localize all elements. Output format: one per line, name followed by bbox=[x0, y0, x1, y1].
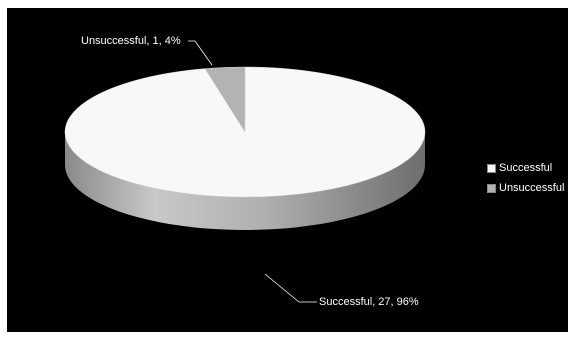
pie-slice-unsuccessful bbox=[204, 66, 246, 133]
legend-item-successful: Successful bbox=[487, 158, 564, 178]
legend: Successful Unsuccessful bbox=[487, 158, 564, 198]
legend-swatch-unsuccessful bbox=[487, 183, 496, 193]
data-label-successful: Successful, 27, 96% bbox=[319, 296, 419, 308]
leader-line-successful bbox=[264, 273, 317, 303]
leader-line-unsuccessful bbox=[188, 40, 213, 66]
legend-label-unsuccessful: Unsuccessful bbox=[499, 182, 565, 194]
data-label-unsuccessful: Unsuccessful, 1, 4% bbox=[81, 35, 181, 47]
pie-chart: Successful, 27, 96% Unsuccessful, 1, 4% bbox=[64, 35, 426, 308]
slice-side-successful bbox=[65, 132, 425, 230]
chart-area: Successful, 27, 96% Unsuccessful, 1, 4% S… bbox=[7, 8, 568, 332]
legend-label-successful: Successful bbox=[499, 162, 553, 174]
legend-item-unsuccessful: Unsuccessful bbox=[487, 178, 564, 198]
legend-swatch-successful bbox=[487, 163, 496, 173]
